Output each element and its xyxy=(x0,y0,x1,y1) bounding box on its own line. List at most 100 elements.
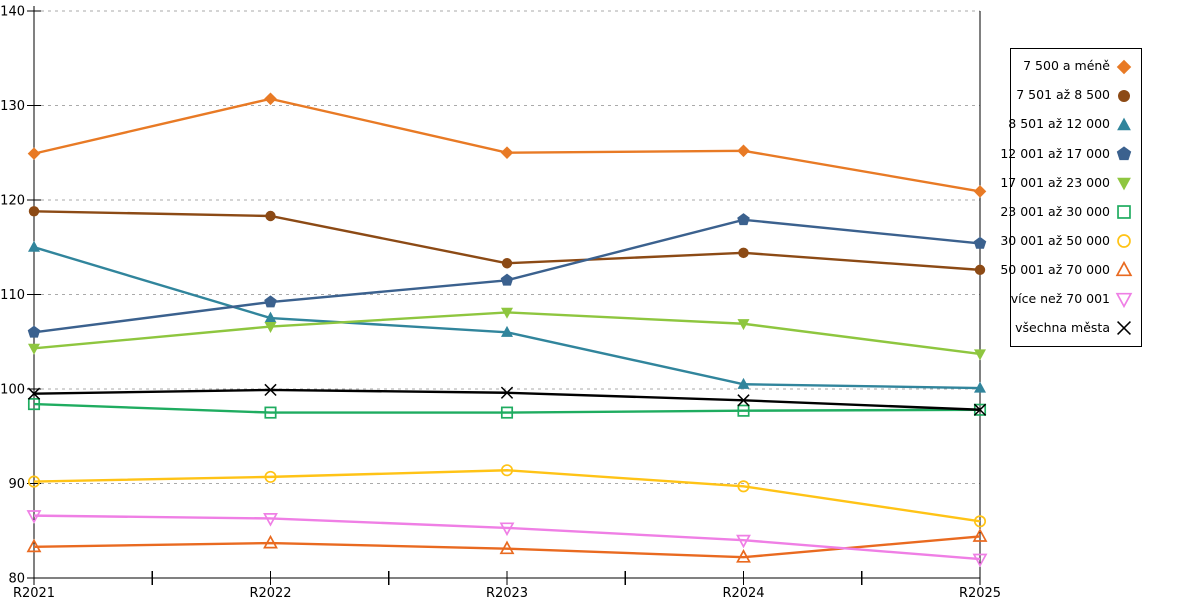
marker-x-icon xyxy=(1117,321,1131,336)
marker-square-icon xyxy=(27,398,41,411)
marker-pentagon-icon xyxy=(973,236,987,249)
series-8-501-až-12-000 xyxy=(28,240,986,393)
series-50-001-až-70-000 xyxy=(26,528,988,563)
marker-triangle-up-icon xyxy=(264,311,277,323)
legend-label: všechna města xyxy=(1015,320,1110,336)
marker-circle-icon xyxy=(974,264,986,276)
marker-square-icon xyxy=(264,406,277,419)
series-30-001-až-50-000 xyxy=(27,464,987,528)
marker-square-icon xyxy=(737,404,750,417)
y-tick-label: 110 xyxy=(0,288,25,303)
marker-triangle-up-icon xyxy=(28,240,40,252)
y-tick-label: 130 xyxy=(0,99,25,114)
series-všechna-města xyxy=(27,383,987,416)
marker-triangle-down-icon xyxy=(1117,177,1131,191)
legend-label: 7 501 až 8 500 xyxy=(1016,87,1110,103)
legend-label: více než 70 001 xyxy=(1010,291,1110,307)
marker-circle-icon xyxy=(28,206,40,217)
chart-legend: 7 500 a méně 7 501 až 8 500 8 501 až 12 00… xyxy=(1000,48,1142,347)
series-7-500-a-méně xyxy=(27,92,987,198)
x-tick-label: R2024 xyxy=(722,586,764,600)
marker-diamond-icon xyxy=(264,92,277,106)
y-tick-label: 90 xyxy=(8,477,25,492)
legend-marker-diamond-icon xyxy=(1116,59,1132,74)
marker-circle-icon xyxy=(264,470,277,483)
legend-item: 8 501 až 12 000 xyxy=(1008,116,1141,134)
x-tick-label: R2023 xyxy=(486,586,528,600)
legend-marker-triangle-up-icon xyxy=(1115,261,1133,277)
marker-triangle-up-icon xyxy=(737,377,750,389)
marker-x-icon xyxy=(973,403,987,416)
legend-marker-circle-icon xyxy=(1118,89,1130,102)
legend-marker-circle-icon xyxy=(1117,234,1131,248)
legend-item: všechna města xyxy=(1011,319,1141,337)
marker-square-icon xyxy=(500,406,514,419)
marker-triangle-up-icon xyxy=(26,538,42,553)
legend-item: 7 501 až 8 500 xyxy=(1011,87,1141,105)
x-tick-label: R2025 xyxy=(959,586,1001,600)
legend-label: 17 001 až 23 000 xyxy=(1000,174,1110,190)
legend-marker-triangle-up-icon xyxy=(1117,117,1131,131)
legend-item: 17 001 až 23 000 xyxy=(1000,174,1141,192)
marker-square-icon xyxy=(1117,205,1131,219)
marker-circle-icon xyxy=(265,210,276,222)
x-tick-label: R2021 xyxy=(13,586,55,600)
series-line xyxy=(33,535,981,559)
marker-triangle-down-icon xyxy=(264,321,277,333)
marker-diamond-icon xyxy=(500,146,514,159)
marker-triangle-down-icon xyxy=(499,522,515,537)
marker-triangle-up-icon xyxy=(1117,117,1131,131)
marker-diamond-icon xyxy=(973,185,987,198)
legend-marker-x-icon xyxy=(1117,321,1131,336)
marker-pentagon-icon xyxy=(264,295,277,308)
series-23-001-až-30-000 xyxy=(27,398,987,419)
series-line xyxy=(33,514,981,561)
marker-pentagon-icon xyxy=(500,273,514,286)
marker-pentagon-icon xyxy=(27,325,41,338)
marker-pentagon-icon xyxy=(737,213,750,226)
legend-item: 50 001 až 70 000 xyxy=(1000,261,1141,279)
legend-label: 30 001 až 50 000 xyxy=(1000,232,1110,248)
legend-marker-triangle-down-icon xyxy=(1117,177,1131,191)
marker-circle-icon xyxy=(501,258,513,269)
marker-x-icon xyxy=(264,383,277,397)
legend-item: 12 001 až 17 000 xyxy=(1000,145,1141,163)
marker-triangle-down-icon xyxy=(28,343,40,355)
marker-triangle-up-icon xyxy=(1115,261,1133,277)
marker-circle-icon xyxy=(1118,89,1130,102)
marker-circle-icon xyxy=(738,247,749,259)
marker-triangle-down-icon xyxy=(263,513,278,527)
legend-item: více než 70 001 xyxy=(1010,290,1141,309)
marker-x-icon xyxy=(500,386,514,399)
legend-label: 23 001 až 30 000 xyxy=(1000,203,1110,219)
x-tick-label: R2022 xyxy=(249,586,291,600)
series-line xyxy=(33,97,981,193)
marker-triangle-down-icon xyxy=(974,349,986,361)
marker-diamond-icon xyxy=(1116,59,1132,74)
series-line xyxy=(33,469,981,523)
marker-x-icon xyxy=(737,394,750,407)
series-17-001-až-23-000 xyxy=(28,307,986,361)
marker-triangle-down-icon xyxy=(736,534,751,549)
marker-triangle-up-icon xyxy=(974,381,986,393)
marker-circle-icon xyxy=(1117,234,1131,248)
legend-item: 23 001 až 30 000 xyxy=(1000,203,1141,221)
y-tick-label: 140 xyxy=(0,4,25,19)
marker-triangle-down-icon xyxy=(501,307,513,319)
marker-triangle-down-icon xyxy=(972,553,988,568)
legend-marker-triangle-down-icon xyxy=(1115,293,1133,309)
marker-circle-icon xyxy=(27,475,41,488)
series-více-než-70-001 xyxy=(26,510,988,568)
marker-triangle-down-icon xyxy=(737,319,750,331)
legend-label: 8 501 až 12 000 xyxy=(1008,116,1110,132)
marker-x-icon xyxy=(27,387,41,400)
marker-triangle-down-icon xyxy=(1115,293,1133,309)
series-7-501-až-8-500 xyxy=(28,206,986,276)
marker-pentagon-icon xyxy=(1116,146,1132,160)
legend-marker-square-icon xyxy=(1117,205,1131,219)
marker-diamond-icon xyxy=(27,147,41,160)
marker-triangle-up-icon xyxy=(736,549,751,563)
legend-label: 7 500 a méně xyxy=(1023,58,1110,74)
